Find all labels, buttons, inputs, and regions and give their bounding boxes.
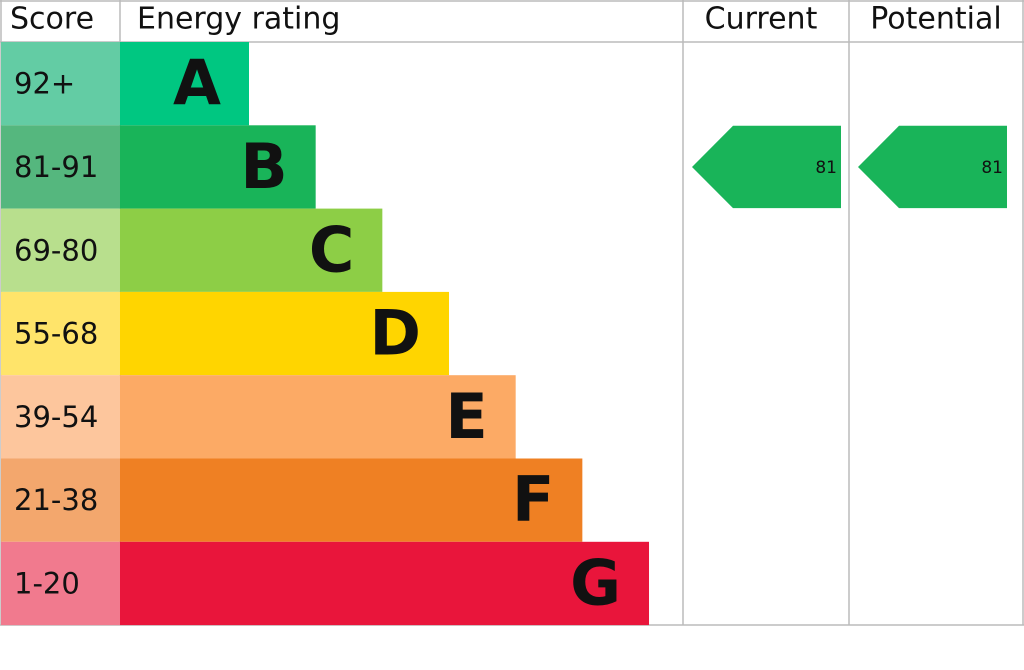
score-cell [1,291,120,376]
rating-bar [120,208,383,292]
rating-letter: A [173,47,221,120]
score-range: 21-38 [14,483,98,517]
score-range: 81-91 [14,150,98,184]
rating-bar [120,541,650,626]
rating-letter: D [370,297,421,370]
score-range: 92+ [14,67,75,101]
rating-value: 81 [981,158,1003,178]
rating-bar [120,375,516,459]
rating-bar [120,458,583,542]
rating-letter: E [445,380,487,453]
score-cell [1,541,120,626]
score-cell [1,125,120,209]
score-range: 55-68 [14,317,98,351]
rating-arrow [858,125,1007,209]
rating-value: 81 [815,158,837,178]
score-cell [1,208,120,292]
rating-letter: G [570,547,621,620]
header: Energy rating [137,2,340,37]
rating-letter: F [512,463,554,536]
rating-letter: B [240,130,287,203]
header: Score [10,2,94,37]
score-cell [1,458,120,542]
rating-bar [120,42,249,126]
score-cell [1,42,120,126]
score-cell [1,375,120,459]
rating-letter: C [309,213,355,286]
score-range: 69-80 [14,233,98,267]
header: Current [705,2,818,37]
rating-bar [120,125,316,209]
score-range: 39-54 [14,400,98,434]
rating-arrow [692,125,841,209]
rating-bar [120,291,450,376]
score-range: 1-20 [14,566,80,600]
header: Potential [870,2,1001,37]
